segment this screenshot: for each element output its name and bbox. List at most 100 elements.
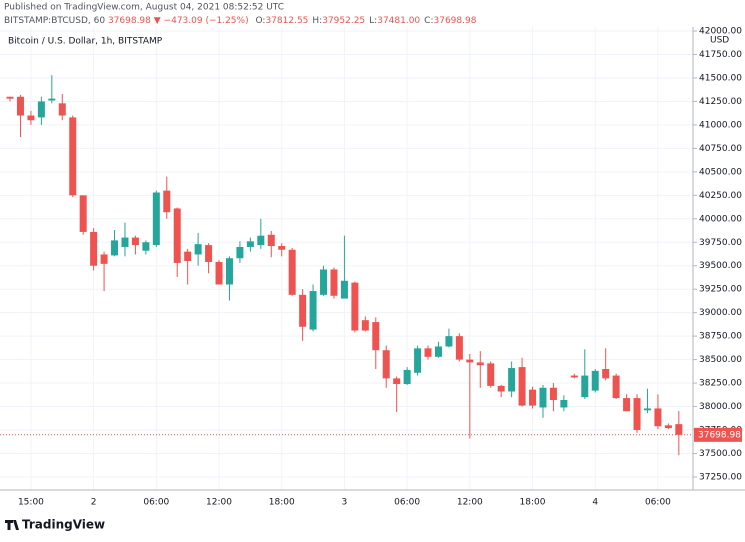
y-tick-label: 38500.00 <box>699 355 742 365</box>
y-tick-label: 41000.00 <box>699 120 742 130</box>
candle-body <box>434 346 442 357</box>
y-tick-label: 39250.00 <box>699 285 742 295</box>
candle-body <box>27 115 35 121</box>
candle-body <box>184 251 192 262</box>
x-tick-label: 06:00 <box>143 498 169 508</box>
candle-body <box>529 389 537 406</box>
candle-body <box>90 231 98 266</box>
y-tick-label: 40750.00 <box>699 144 742 154</box>
candle-body <box>414 348 422 373</box>
brand: TradingView <box>22 518 105 532</box>
candle-body <box>246 241 254 247</box>
ohlc-label: L: <box>369 16 377 26</box>
candle-body <box>424 348 432 357</box>
candle-body <box>581 375 589 398</box>
candle-body <box>654 408 662 427</box>
candle-body <box>236 246 244 259</box>
x-tick-label: 4 <box>592 498 598 508</box>
candle-body <box>309 291 317 330</box>
y-tick-label: 41500.00 <box>699 73 742 83</box>
candle-body <box>361 320 369 331</box>
candle-body <box>163 190 171 213</box>
y-tick-label: 39750.00 <box>699 238 742 248</box>
candle-body <box>215 261 223 285</box>
y-tick-label: 37500.00 <box>699 449 742 459</box>
candle-body <box>111 240 119 256</box>
last-price-label: 37698.98 <box>698 430 741 440</box>
candle-body <box>675 424 683 435</box>
legend: Bitcoin / U.S. Dollar, 1h, BITSTAMP <box>8 37 163 47</box>
candle-body <box>570 375 578 378</box>
candle-body <box>100 254 108 264</box>
ohlc-value: 37952.25 <box>322 16 365 26</box>
x-tick-label: 18:00 <box>520 498 546 508</box>
candle-body <box>351 282 359 331</box>
candle-body <box>152 192 160 246</box>
y-tick-label: 42000.00 <box>699 27 742 37</box>
y-tick-label: 41750.00 <box>699 50 742 60</box>
y-tick-label: 38000.00 <box>699 402 742 412</box>
symbol-line: BITSTAMP:BTCUSD, 60 37698.98 ▼ −473.09 (… <box>4 16 477 26</box>
candle-body <box>466 359 474 363</box>
candle-body <box>79 195 87 232</box>
last-price-box <box>694 427 742 442</box>
candle-body <box>664 425 672 429</box>
candle-body <box>487 363 495 386</box>
x-tick-label: 06:00 <box>645 498 671 508</box>
candle-body <box>445 336 453 347</box>
y-tick-label: 37250.00 <box>699 472 742 482</box>
unit: USD <box>710 36 729 46</box>
candle-body <box>539 387 547 408</box>
candle-body <box>549 387 557 400</box>
x-tick-label: 12:00 <box>206 498 232 508</box>
candle-body <box>58 103 66 116</box>
x-tick-label: 15:00 <box>18 498 44 508</box>
published: Published on TradingView.com, August 04,… <box>4 3 284 13</box>
candle-body <box>299 294 307 327</box>
candle-body <box>612 375 620 399</box>
candle-body <box>476 362 484 366</box>
ohlc-label: H: <box>312 16 322 26</box>
change: ▼ −473.09 (−1.25%) <box>154 16 249 26</box>
x-tick-label: 12:00 <box>457 498 483 508</box>
candle-body <box>497 385 505 392</box>
candle-body <box>320 269 328 295</box>
candle-body <box>623 398 631 412</box>
candle-body <box>455 336 463 360</box>
ohlc-value: 37812.55 <box>265 16 308 26</box>
candle-body <box>372 322 380 351</box>
y-tick-label: 38250.00 <box>699 379 742 389</box>
ohlc-label: O: <box>255 16 265 26</box>
y-tick-label: 39500.00 <box>699 261 742 271</box>
candle-body <box>37 101 45 118</box>
ohlc-label: C: <box>424 16 433 26</box>
candle-body <box>267 234 275 247</box>
y-tick-label: 40250.00 <box>699 191 742 201</box>
candle-body <box>121 237 129 247</box>
candle-body <box>643 408 651 411</box>
candle-body <box>16 96 24 116</box>
candle-body <box>382 350 390 379</box>
candle-body <box>69 117 77 196</box>
candle-body <box>340 280 348 299</box>
candle-body <box>602 368 610 379</box>
candle-body <box>173 208 181 263</box>
candle-body <box>205 245 213 262</box>
candle-body <box>508 368 516 392</box>
candle-body <box>560 399 568 408</box>
candle-body <box>278 246 286 250</box>
candle-body <box>393 378 401 385</box>
candle-body <box>48 98 56 101</box>
y-tick-label: 40500.00 <box>699 167 742 177</box>
x-tick-label: 2 <box>91 498 97 508</box>
candle-body <box>194 244 202 255</box>
ohlc-value: 37698.98 <box>434 16 477 26</box>
candle-body <box>142 242 150 251</box>
candle-body <box>591 370 599 391</box>
candle-body <box>330 269 338 296</box>
candle-body <box>225 258 233 285</box>
y-tick-label: 41250.00 <box>699 97 742 107</box>
symbol: BITSTAMP:BTCUSD, 60 <box>4 16 105 26</box>
candle-body <box>257 235 265 246</box>
